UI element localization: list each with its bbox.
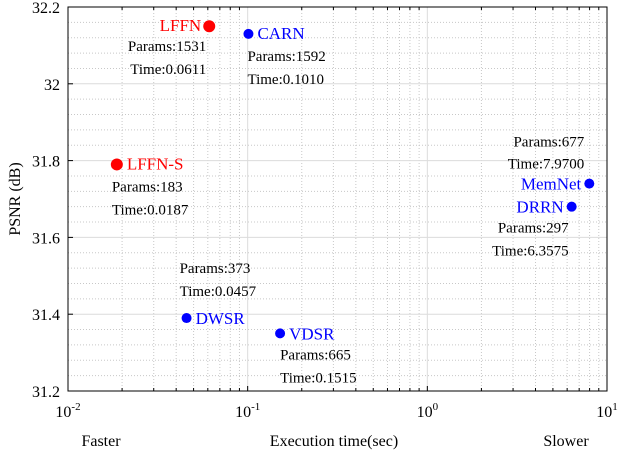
y-axis-label: PSNR (dB) <box>7 162 24 235</box>
params-carn: Params:1592 <box>247 49 325 65</box>
label-dwsr: DWSR <box>196 309 246 328</box>
point-vdsr: VDSR Params:665 Time:0.1515 <box>275 324 357 386</box>
marker-vdsr <box>275 328 286 339</box>
params-vdsr: Params:665 <box>280 347 351 363</box>
marker-memnet <box>584 178 595 189</box>
label-vdsr: VDSR <box>289 324 335 343</box>
time-memnet: Time:7.9700 <box>508 157 585 173</box>
plot-frame <box>67 6 608 392</box>
point-drrn: DRRN Params:297 Time:6.3575 <box>492 198 577 260</box>
x-tick-label: 10-1 <box>235 401 260 421</box>
slower-label: Slower <box>543 433 589 450</box>
marker-drrn <box>566 201 577 212</box>
marker-lffn <box>203 20 216 33</box>
params-dwsr: Params:373 <box>180 261 251 277</box>
marker-carn <box>243 28 254 39</box>
time-vdsr: Time:0.1515 <box>280 370 357 386</box>
time-dwsr: Time:0.0457 <box>180 284 257 300</box>
params-lffn-s: Params:183 <box>112 179 183 195</box>
x-tick-label: 101 <box>596 401 618 421</box>
time-carn: Time:0.1010 <box>247 72 324 88</box>
y-tick-label: 31.6 <box>32 230 60 247</box>
time-lffn-s: Time:0.0187 <box>112 202 189 218</box>
time-drrn: Time:6.3575 <box>492 244 569 260</box>
ticks: 31.2 31.4 31.6 31.8 32 32.2 10-2 10-1 100 101 <box>32 0 618 421</box>
label-drrn: DRRN <box>516 198 563 217</box>
points: LFFN Params:1531 Time:0.0611 CARN Params:159… <box>110 16 595 386</box>
marker-dwsr <box>181 313 192 324</box>
point-lffn-s: LFFN-S Params:183 Time:0.0187 <box>110 154 189 218</box>
point-lffn: LFFN Params:1531 Time:0.0611 <box>128 16 216 78</box>
label-memnet: MemNet <box>521 175 582 194</box>
x-tick-label: 100 <box>417 401 439 421</box>
point-dwsr: DWSR Params:373 Time:0.0457 <box>180 261 257 328</box>
label-lffn-s: LFFN-S <box>127 154 184 173</box>
y-tick-label: 32 <box>44 77 60 94</box>
params-lffn: Params:1531 <box>128 39 206 55</box>
label-carn: CARN <box>257 24 304 43</box>
x-tick-label: 10-2 <box>55 401 80 421</box>
y-tick-label: 31.4 <box>32 307 60 324</box>
point-carn: CARN Params:1592 Time:0.1010 <box>243 24 326 88</box>
time-lffn: Time:0.0611 <box>130 62 206 78</box>
marker-lffn-s <box>110 158 123 171</box>
faster-label: Faster <box>81 433 121 450</box>
point-memnet: MemNet Params:677 Time:7.9700 <box>508 135 595 194</box>
label-lffn: LFFN <box>160 16 202 35</box>
params-memnet: Params:677 <box>513 135 584 151</box>
y-tick-label: 31.2 <box>32 384 60 401</box>
x-axis-label: Execution time(sec) <box>270 433 398 450</box>
y-tick-label: 31.8 <box>32 154 60 171</box>
y-tick-label: 32.2 <box>32 0 60 17</box>
params-drrn: Params:297 <box>498 221 569 237</box>
